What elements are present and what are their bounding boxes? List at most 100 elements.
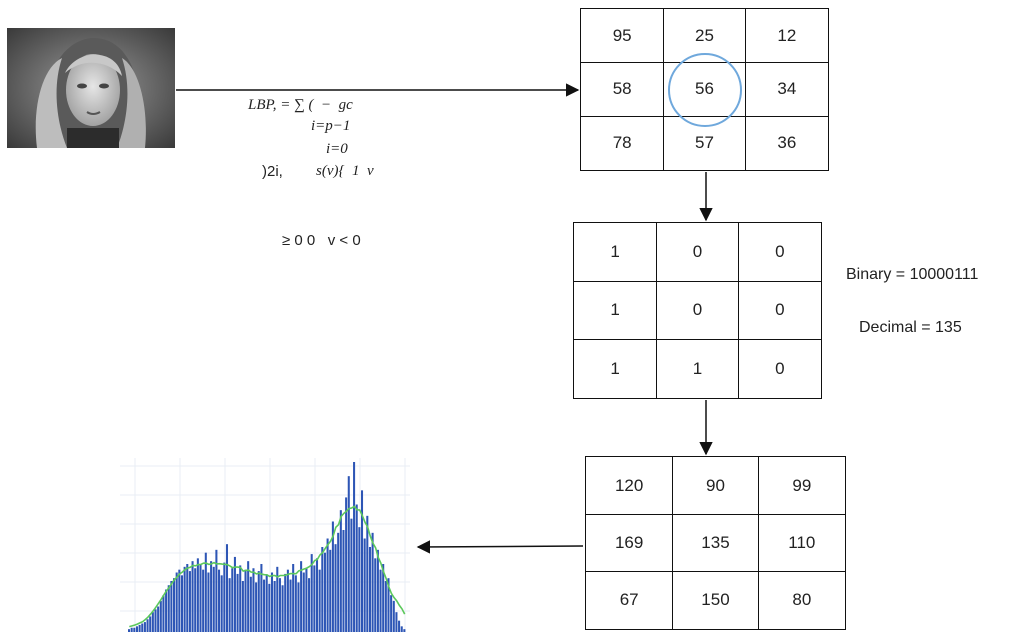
histogram-bar (199, 564, 202, 632)
histogram-bar (302, 572, 305, 632)
histogram-bar (374, 558, 377, 632)
grid-divider (655, 223, 658, 398)
neighborhood-cell: 12 (777, 25, 797, 45)
grid-divider (737, 223, 740, 398)
histogram-bar (353, 462, 356, 632)
formula-line-1: LBP, = ∑ ( − gc (248, 97, 353, 113)
histogram-bar (263, 579, 266, 632)
histogram-bar (207, 572, 210, 632)
histogram-bar (233, 556, 236, 632)
formula-line-3: i=0 (326, 141, 348, 157)
binary-grid: 1 0 0 1 0 0 1 1 0 (573, 222, 822, 399)
histogram-bar (310, 554, 313, 632)
histogram-bar (387, 578, 390, 632)
histogram-bar (395, 612, 398, 632)
histogram-bar (204, 552, 207, 632)
histogram-bar (331, 521, 334, 632)
histogram-bar (382, 564, 385, 632)
binary-cell: 1 (610, 358, 620, 378)
histogram-bar (196, 558, 199, 632)
neighborhood-cell: 57 (695, 133, 714, 153)
histogram-bar (157, 606, 160, 632)
histogram-bar (281, 585, 284, 632)
histogram-bar (244, 569, 247, 632)
histogram-bar (400, 626, 403, 632)
histogram-bar (249, 576, 252, 632)
histogram-bar (210, 561, 213, 632)
histogram-bar (212, 566, 215, 632)
histogram-bar (355, 504, 358, 632)
binary-cell: 1 (610, 242, 620, 262)
histogram-bar (368, 547, 371, 632)
histogram-bar (350, 518, 353, 632)
histogram-bar (342, 530, 345, 632)
histogram-bar (329, 549, 332, 632)
histogram-bar (162, 595, 165, 632)
grid-divider (574, 280, 821, 283)
histogram-bar (228, 578, 231, 632)
histogram-bar (384, 581, 387, 632)
histogram-bar (363, 538, 366, 632)
histogram-bar (225, 544, 229, 632)
histogram-bar (268, 583, 271, 632)
histogram-density-curve (129, 505, 406, 628)
histogram-bar (270, 572, 274, 632)
binary-cell: 0 (692, 242, 703, 262)
histogram-bar (231, 568, 234, 632)
histogram-bar (138, 624, 141, 632)
grid-divider (586, 570, 845, 573)
histogram-bar (289, 579, 292, 632)
histogram-bar (292, 564, 295, 632)
histogram-bar (339, 510, 342, 632)
histogram-bar (255, 582, 258, 632)
histogram-bar (173, 578, 176, 632)
histogram-bar (165, 589, 168, 632)
histogram-bar (376, 549, 379, 632)
histogram-bar (323, 552, 326, 632)
histogram-bar (297, 582, 300, 632)
lbp-cell: 99 (792, 475, 812, 495)
center-pixel-highlight (667, 52, 742, 127)
histogram-bar (284, 573, 287, 632)
histogram-bar (360, 490, 364, 632)
arrow-grid3-to-histogram (416, 540, 584, 554)
histogram-bar (170, 581, 173, 632)
histogram-bar (133, 627, 136, 632)
lbp-cell: 67 (619, 590, 639, 610)
histogram-bar (260, 564, 263, 632)
histogram-bar (300, 561, 303, 632)
histogram-bar (334, 544, 337, 632)
formula-line-5: ≥ 0 0 v < 0 (282, 232, 361, 249)
histogram-bar (392, 600, 395, 632)
histogram-bar (252, 568, 255, 632)
lbp-cell: 135 (701, 532, 730, 552)
histogram-bar (347, 476, 350, 632)
histogram-bar (345, 497, 348, 632)
histogram-bar (358, 527, 361, 632)
neighborhood-cell: 36 (777, 133, 797, 153)
lbp-cell: 120 (614, 475, 644, 495)
histogram-bar (149, 616, 152, 632)
histogram-bar (143, 622, 146, 632)
binary-cell: 0 (692, 300, 703, 320)
histogram-bar (135, 626, 138, 632)
histogram-bar (379, 569, 382, 632)
histogram-bar (276, 566, 279, 632)
decimal-label: Decimal = 135 (859, 319, 962, 336)
histogram-bar (286, 569, 289, 632)
histogram-bar (130, 627, 133, 632)
histogram-bar (146, 619, 149, 632)
histogram-bar (326, 538, 329, 632)
histogram-bar (241, 581, 244, 632)
lbp-cell: 110 (788, 532, 816, 552)
histogram-bar (294, 575, 297, 632)
histogram-bar (223, 562, 226, 632)
binary-cell: 1 (610, 300, 620, 320)
histogram-bar (154, 609, 157, 632)
histogram-bar (239, 565, 242, 632)
lbp-cell: 169 (614, 532, 644, 552)
formula-line-2: i=p−1 (311, 118, 351, 134)
grid-divider (586, 513, 845, 516)
neighborhood-cell: 78 (612, 133, 632, 153)
